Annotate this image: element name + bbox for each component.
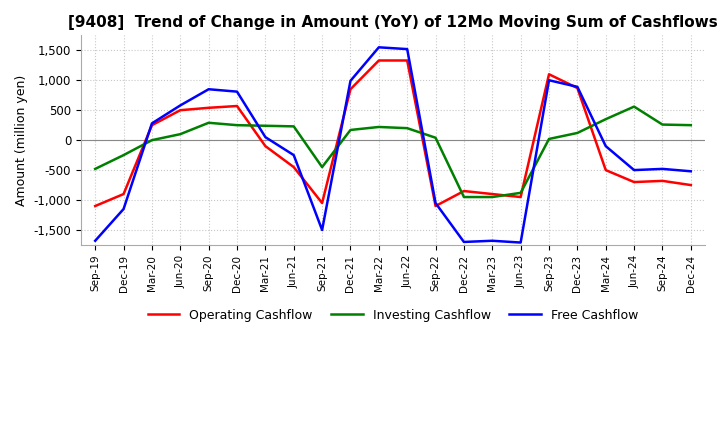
Free Cashflow [545,77,554,83]
Operating Cashflow [374,58,383,63]
Free Cashflow [686,169,695,174]
Operating Cashflow [658,178,667,183]
Operating Cashflow [233,103,241,109]
Free Cashflow [176,103,184,108]
Free Cashflow [459,239,468,245]
Operating Cashflow [545,72,554,77]
Investing Cashflow [289,124,298,129]
Free Cashflow [403,47,412,52]
Free Cashflow [488,238,497,243]
Free Cashflow [573,84,582,89]
Operating Cashflow [431,203,440,209]
Investing Cashflow [686,122,695,128]
Investing Cashflow [91,166,99,172]
Operating Cashflow [289,165,298,170]
Investing Cashflow [630,104,639,109]
Investing Cashflow [545,136,554,142]
Operating Cashflow [318,200,326,205]
Investing Cashflow [516,190,525,195]
Investing Cashflow [431,135,440,140]
Investing Cashflow [374,125,383,130]
Free Cashflow [148,121,156,126]
Investing Cashflow [148,138,156,143]
Operating Cashflow [204,105,213,110]
Operating Cashflow [261,143,270,149]
Operating Cashflow [120,191,128,197]
Free Cashflow [346,78,355,84]
Free Cashflow [374,45,383,50]
Operating Cashflow [573,85,582,91]
Free Cashflow [601,143,610,149]
Free Cashflow [658,166,667,172]
Free Cashflow [516,240,525,245]
Line: Investing Cashflow: Investing Cashflow [95,106,690,197]
Investing Cashflow [488,194,497,200]
Investing Cashflow [204,120,213,125]
Operating Cashflow [403,58,412,63]
Operating Cashflow [346,87,355,92]
Line: Operating Cashflow: Operating Cashflow [95,60,690,206]
Operating Cashflow [176,107,184,113]
Free Cashflow [289,153,298,158]
Investing Cashflow [233,122,241,128]
Free Cashflow [630,168,639,173]
Investing Cashflow [346,127,355,132]
Y-axis label: Amount (million yen): Amount (million yen) [15,74,28,206]
Free Cashflow [431,200,440,205]
Investing Cashflow [261,123,270,128]
Investing Cashflow [459,194,468,200]
Operating Cashflow [630,180,639,185]
Legend: Operating Cashflow, Investing Cashflow, Free Cashflow: Operating Cashflow, Investing Cashflow, … [143,304,643,327]
Free Cashflow [318,227,326,233]
Line: Free Cashflow: Free Cashflow [95,48,690,242]
Investing Cashflow [573,130,582,136]
Investing Cashflow [176,132,184,137]
Operating Cashflow [488,191,497,197]
Operating Cashflow [601,168,610,173]
Free Cashflow [233,89,241,94]
Operating Cashflow [91,203,99,209]
Title: [9408]  Trend of Change in Amount (YoY) of 12Mo Moving Sum of Cashflows: [9408] Trend of Change in Amount (YoY) o… [68,15,718,30]
Operating Cashflow [516,194,525,200]
Operating Cashflow [459,188,468,194]
Free Cashflow [120,206,128,212]
Investing Cashflow [601,117,610,122]
Free Cashflow [91,238,99,243]
Free Cashflow [204,87,213,92]
Operating Cashflow [148,122,156,128]
Free Cashflow [261,135,270,140]
Investing Cashflow [318,165,326,170]
Investing Cashflow [120,153,128,158]
Operating Cashflow [686,183,695,188]
Investing Cashflow [403,125,412,131]
Investing Cashflow [658,122,667,127]
